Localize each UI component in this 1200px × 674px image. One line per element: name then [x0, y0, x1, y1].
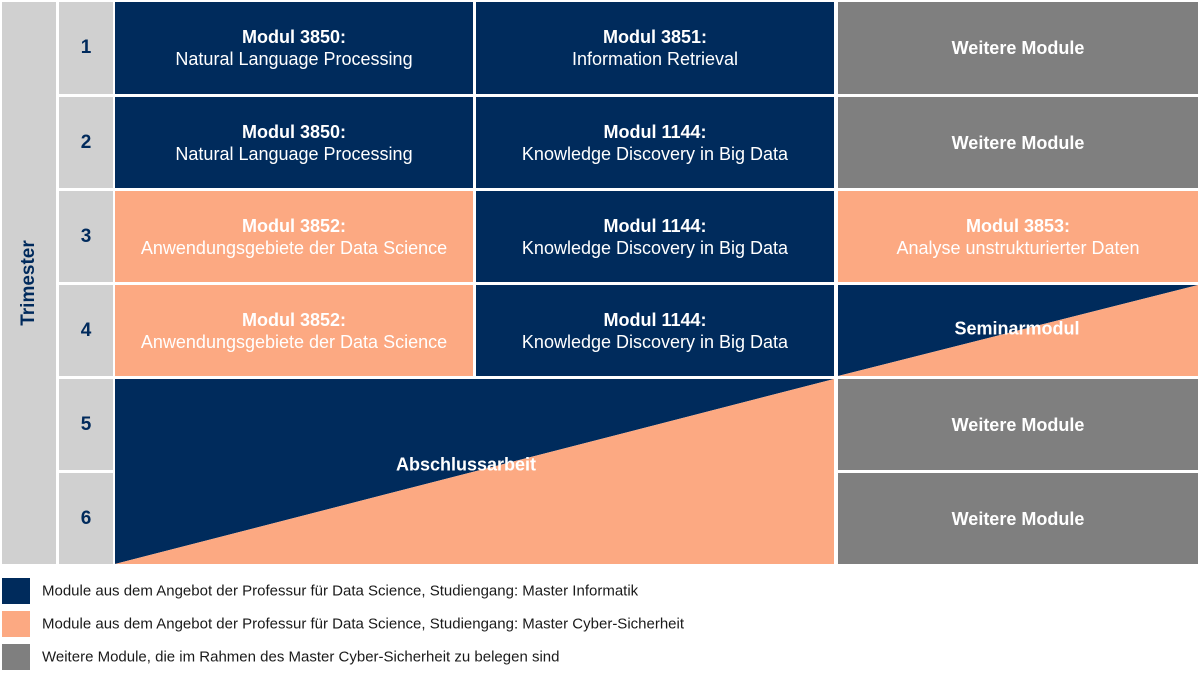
module-subtitle: Information Retrieval	[571, 49, 739, 69]
module-subtitle: Knowledge Discovery in Big Data	[521, 143, 789, 164]
module-cell-r4-c1: Modul 3852: Anwendungsgebiete der Data S…	[115, 285, 473, 376]
legend-label-informatik: Module aus dem Angebot der Professur für…	[42, 582, 639, 600]
module-subtitle: Anwendungsgebiete der Data Science	[140, 237, 448, 258]
module-title: Weitere Module	[951, 508, 1085, 529]
legend-swatch-cyber	[2, 611, 30, 637]
trimester-number-1: 1	[59, 2, 113, 94]
module-title: Modul 1144:	[603, 121, 707, 142]
module-subtitle: Analyse unstrukturierter Daten	[896, 237, 1140, 258]
module-cell-r5-c3: Weitere Module	[838, 379, 1198, 470]
module-title: Modul 3850:	[241, 121, 347, 142]
legend-label-weitere: Weitere Module, die im Rahmen des Master…	[42, 648, 560, 666]
module-title: Modul 1144:	[603, 309, 707, 330]
module-cell-r1-c2: Modul 3851: Information Retrieval	[476, 2, 834, 94]
seminarmodul-cell	[838, 285, 1198, 376]
module-cell-r2-c2: Modul 1144: Knowledge Discovery in Big D…	[476, 97, 834, 188]
abschlussarbeit-cyber-part	[115, 379, 834, 564]
trimester-number-2: 2	[59, 97, 113, 188]
module-cell-r3-c2: Modul 1144: Knowledge Discovery in Big D…	[476, 191, 834, 282]
module-title: Modul 3852:	[241, 309, 347, 330]
trimester-number-6: 6	[59, 473, 113, 564]
abschlussarbeit-label: Abschlussarbeit	[395, 454, 537, 475]
module-subtitle: Knowledge Discovery in Big Data	[521, 331, 789, 352]
trimester-axis-bar	[2, 2, 56, 564]
module-cell-r3-c3: Modul 3853: Analyse unstrukturierter Dat…	[838, 191, 1198, 282]
module-title: Weitere Module	[951, 414, 1085, 435]
module-subtitle: Knowledge Discovery in Big Data	[521, 237, 789, 258]
abschlussarbeit-cell	[115, 379, 834, 564]
legend-label-cyber: Module aus dem Angebot der Professur für…	[42, 615, 685, 633]
legend-swatch-weitere	[2, 644, 30, 670]
seminarmodul-cyber-part	[838, 285, 1198, 376]
module-title: Modul 3851:	[602, 27, 708, 47]
module-title: Weitere Module	[951, 38, 1085, 58]
trimester-number-5: 5	[59, 379, 113, 470]
module-title: Modul 3850:	[241, 27, 347, 47]
module-subtitle: Natural Language Processing	[175, 49, 413, 69]
module-title: Modul 3852:	[241, 215, 347, 236]
module-cell-r6-c3: Weitere Module	[838, 473, 1198, 564]
module-cell-r2-c3: Weitere Module	[838, 97, 1198, 188]
module-cell-r2-c1: Modul 3850: Natural Language Processing	[115, 97, 473, 188]
seminarmodul-label: Seminarmodul	[954, 318, 1080, 339]
module-title: Weitere Module	[951, 132, 1085, 153]
module-cell-r1-c1: Modul 3850: Natural Language Processing	[115, 2, 473, 94]
trimester-number-3: 3	[59, 191, 113, 282]
module-cell-r3-c1: Modul 3852: Anwendungsgebiete der Data S…	[115, 191, 473, 282]
legend-swatch-informatik	[2, 578, 30, 604]
module-cell-r4-c2: Modul 1144: Knowledge Discovery in Big D…	[476, 285, 834, 376]
trimester-axis-label: Trimester	[18, 240, 39, 326]
trimester-number-4: 4	[59, 285, 113, 376]
module-cell-r1-c3: Weitere Module	[838, 2, 1198, 94]
module-subtitle: Natural Language Processing	[175, 143, 413, 164]
module-subtitle: Anwendungsgebiete der Data Science	[140, 331, 448, 352]
module-title: Modul 3853:	[965, 215, 1071, 236]
module-title: Modul 1144:	[603, 215, 707, 236]
